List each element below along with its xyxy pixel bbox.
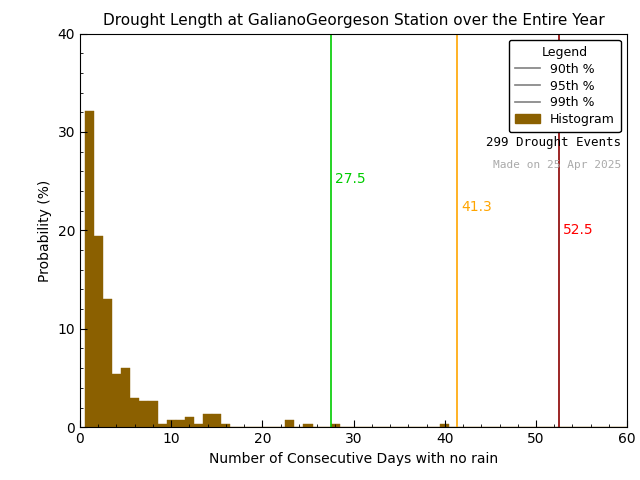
Bar bbox=[212, 414, 221, 427]
Bar bbox=[166, 420, 176, 427]
Bar bbox=[440, 424, 449, 427]
Bar bbox=[121, 368, 130, 427]
Legend: 90th %, 95th %, 99th %, Histogram: 90th %, 95th %, 99th %, Histogram bbox=[509, 40, 621, 132]
Text: 41.3: 41.3 bbox=[461, 200, 492, 214]
Text: 52.5: 52.5 bbox=[563, 223, 594, 237]
Bar bbox=[194, 424, 203, 427]
Text: 27.5: 27.5 bbox=[335, 172, 366, 186]
Bar bbox=[112, 374, 121, 427]
X-axis label: Number of Consecutive Days with no rain: Number of Consecutive Days with no rain bbox=[209, 452, 498, 466]
Bar bbox=[331, 424, 340, 427]
Bar bbox=[176, 420, 185, 427]
Bar bbox=[148, 401, 157, 427]
Bar bbox=[185, 417, 194, 427]
Title: Drought Length at GalianoGeorgeson Station over the Entire Year: Drought Length at GalianoGeorgeson Stati… bbox=[103, 13, 604, 28]
Bar bbox=[203, 414, 212, 427]
Y-axis label: Probability (%): Probability (%) bbox=[38, 179, 52, 282]
Bar bbox=[103, 300, 112, 427]
Text: 299 Drought Events: 299 Drought Events bbox=[486, 136, 621, 149]
Bar bbox=[303, 424, 312, 427]
Bar bbox=[140, 401, 148, 427]
Bar bbox=[84, 111, 93, 427]
Bar bbox=[285, 420, 294, 427]
Text: Made on 25 Apr 2025: Made on 25 Apr 2025 bbox=[493, 160, 621, 170]
Bar bbox=[93, 236, 103, 427]
Bar bbox=[157, 424, 166, 427]
Bar bbox=[221, 424, 230, 427]
Bar bbox=[130, 397, 140, 427]
